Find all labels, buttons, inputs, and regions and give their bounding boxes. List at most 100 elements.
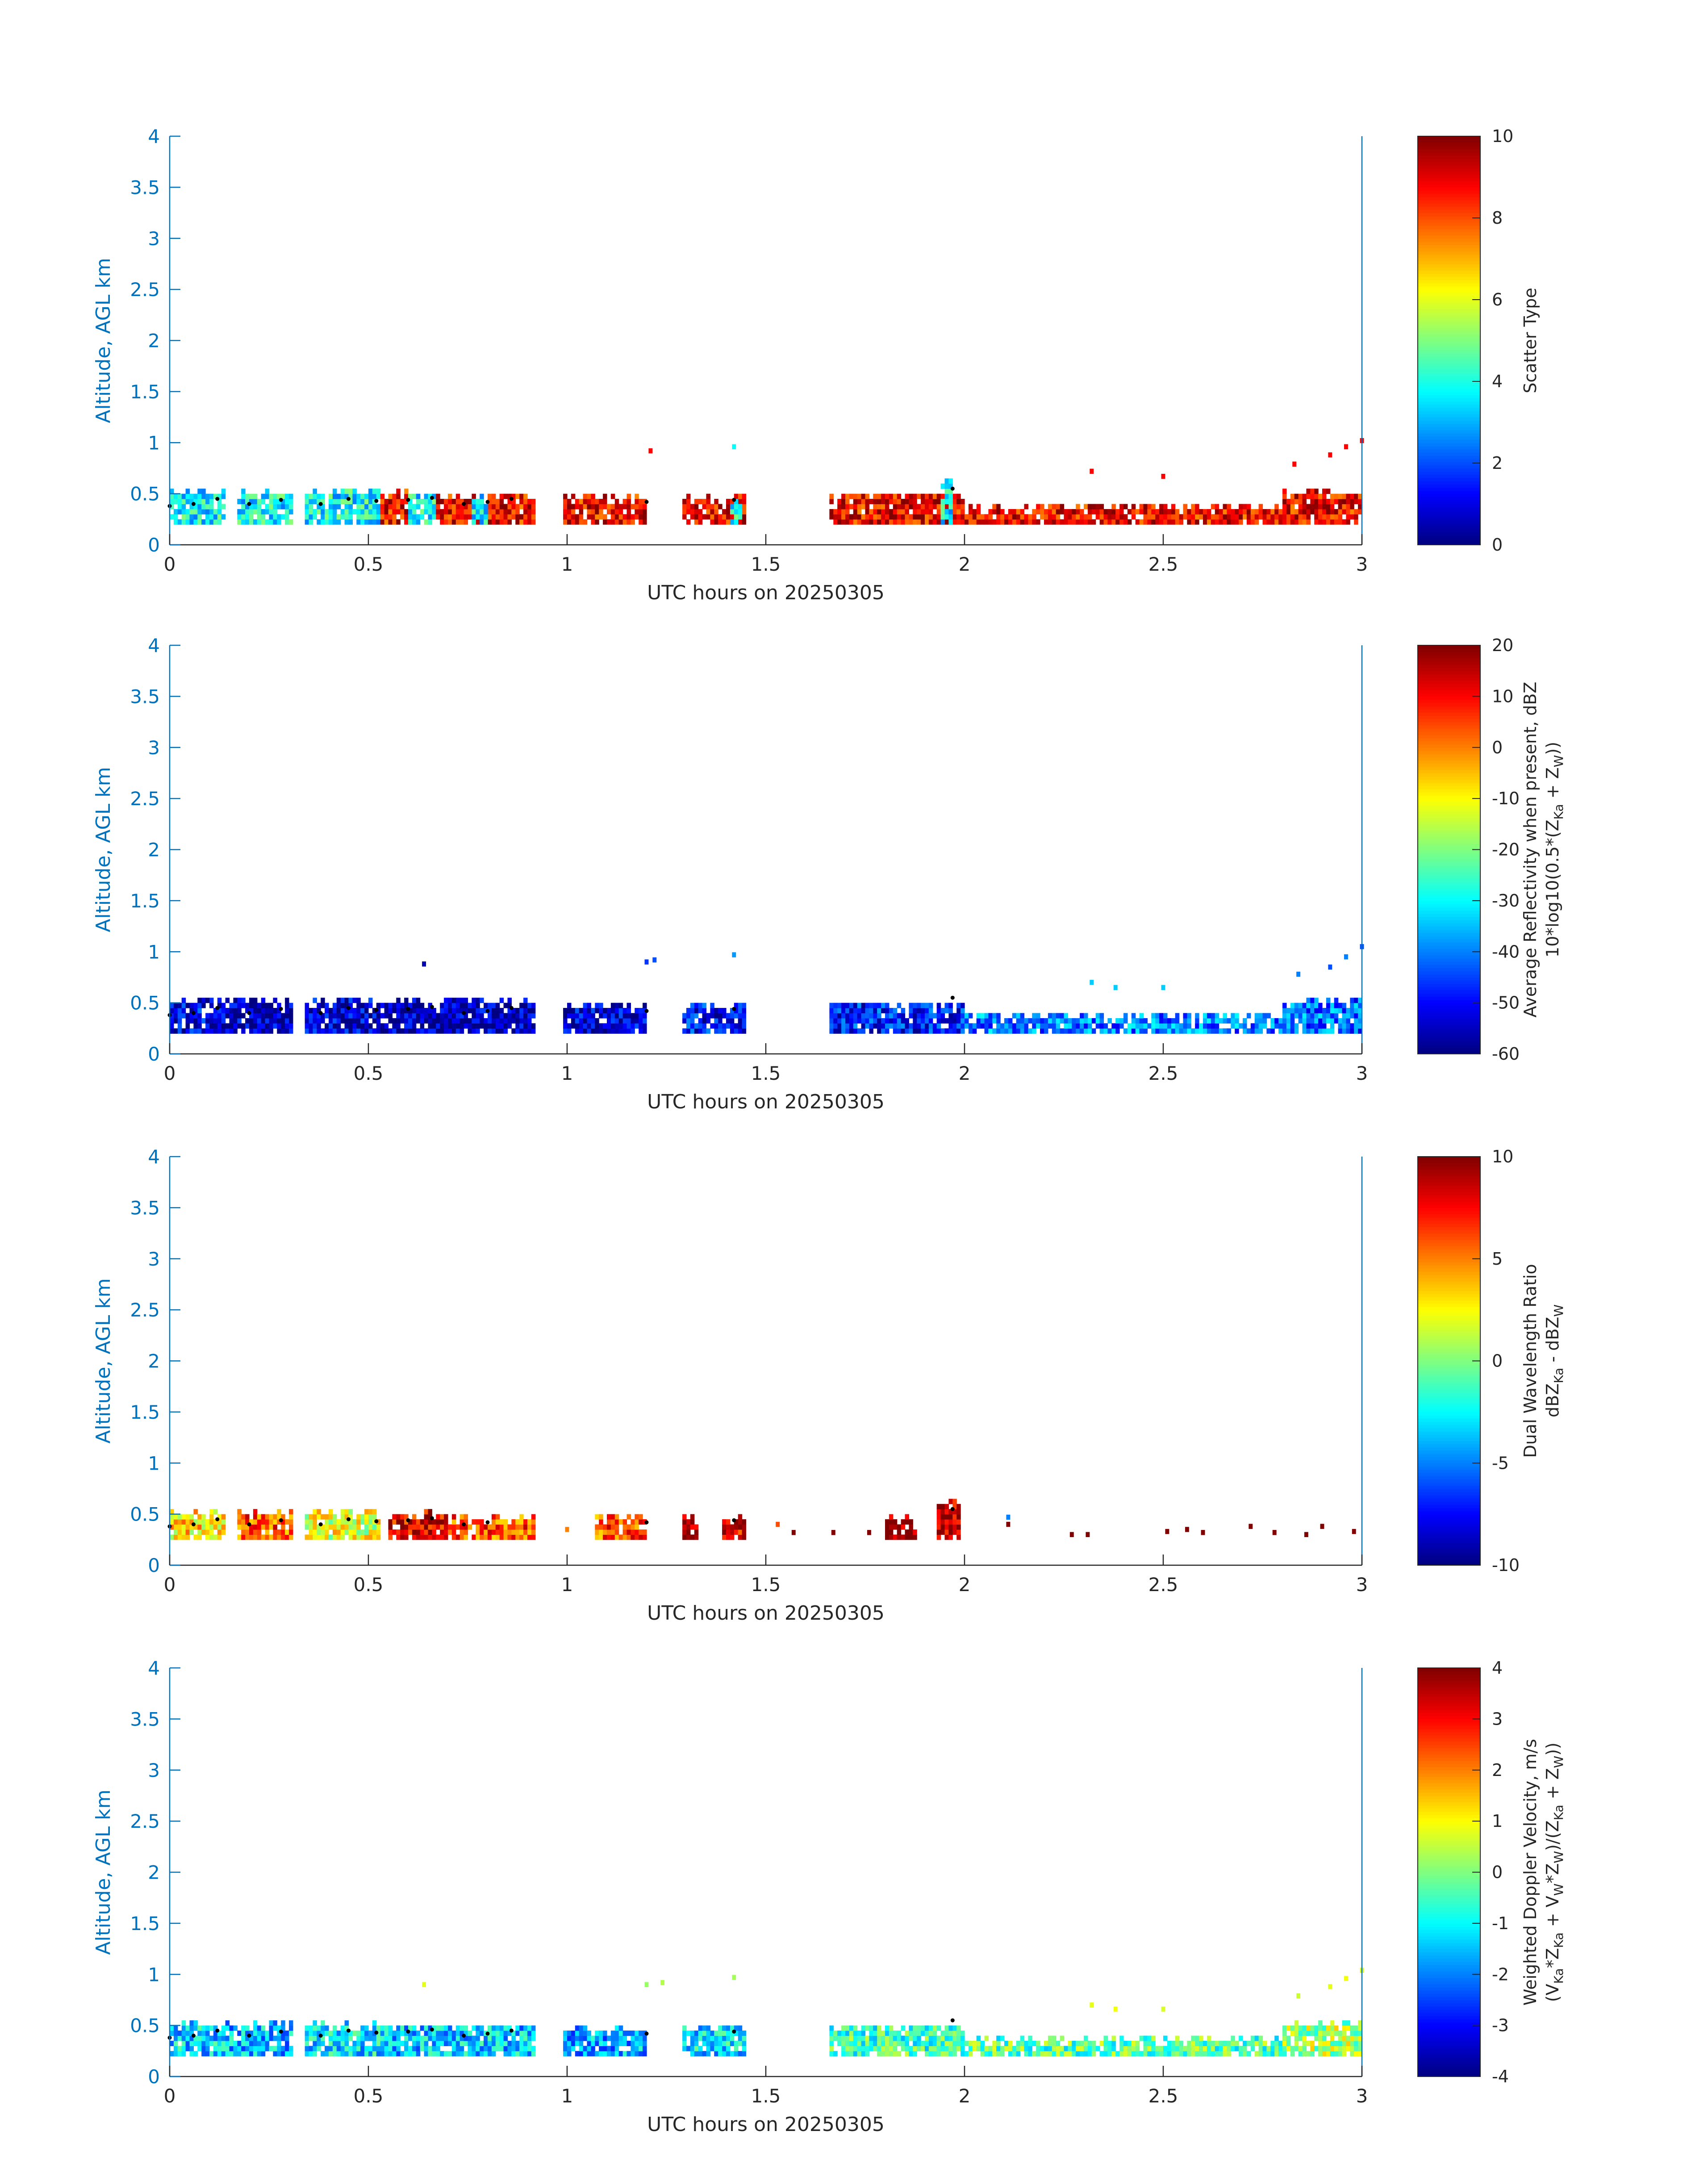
heatmap-cell (352, 2040, 357, 2046)
colorbar-swatch (1418, 500, 1480, 504)
heatmap-cell (1350, 1023, 1354, 1029)
marker-point (215, 1517, 220, 1521)
heatmap-cell (317, 2031, 321, 2036)
heatmap-cell (714, 1028, 718, 1034)
colorbar-swatch (1418, 376, 1480, 380)
heatmap-cell (730, 1524, 735, 1530)
heatmap-cell (992, 1018, 997, 1024)
heatmap-cell (499, 2035, 504, 2041)
heatmap-cell (1171, 2051, 1176, 2056)
heatmap-cell (881, 2051, 885, 2056)
heatmap-cell (507, 504, 512, 510)
marker-point (430, 1005, 434, 1009)
heatmap-cell (631, 1534, 635, 1540)
heatmap-cell (1231, 1013, 1235, 1019)
heatmap-cell (177, 1013, 182, 1019)
heatmap-cell (901, 1018, 906, 1024)
heatmap-cell (1143, 504, 1148, 510)
y-tick-label: 1 (148, 941, 160, 963)
heatmap-cell (980, 1013, 985, 1019)
heatmap-cell (241, 2031, 246, 2036)
heatmap-cell (913, 504, 917, 510)
heatmap-cell (897, 1018, 902, 1024)
heatmap-cell (1314, 1028, 1319, 1034)
heatmap-cell (905, 2040, 909, 2046)
heatmap-cell (464, 1003, 468, 1008)
heatmap-cell (277, 2035, 281, 2041)
heatmap-cell (575, 2040, 580, 2046)
heatmap-cell (436, 2035, 440, 2041)
heatmap-cell (189, 1519, 194, 1525)
heatmap-cell (1286, 499, 1291, 505)
heatmap-cell (404, 509, 409, 514)
colorbar-swatch (1418, 1881, 1480, 1885)
heatmap-cell (237, 1003, 242, 1008)
heatmap-cell (451, 1013, 456, 1019)
heatmap-cell (881, 2040, 885, 2046)
heatmap-cell (313, 489, 317, 494)
heatmap-cell (205, 1023, 210, 1029)
heatmap-cell (245, 2031, 250, 2036)
heatmap-cell (376, 2046, 381, 2052)
heatmap-cell (281, 2046, 285, 2052)
heatmap-cell (1306, 1023, 1311, 1029)
heatmap-cell (857, 1008, 862, 1014)
heatmap-cell (1227, 2040, 1231, 2046)
colorbar-swatch (1418, 668, 1480, 671)
heatmap-cell (193, 1003, 198, 1008)
heatmap-cell (1012, 514, 1017, 520)
heatmap-cell (984, 519, 989, 525)
heatmap-cell (1135, 2040, 1140, 2046)
heatmap-cell (1207, 1028, 1211, 1034)
heatmap-cell (253, 2051, 258, 2056)
colorbar-swatch (1418, 356, 1480, 360)
heatmap-cell (936, 1003, 941, 1008)
heatmap-cell (1199, 2040, 1203, 2046)
colorbar-swatch (1418, 1274, 1480, 1279)
heatmap-cell (185, 2025, 190, 2031)
heatmap-cell (988, 1018, 993, 1024)
heatmap-cell (714, 2051, 718, 2056)
heatmap-cell (837, 1018, 842, 1024)
heatmap-cell (464, 1018, 468, 1024)
heatmap-cell (1211, 1018, 1215, 1024)
heatmap-cell (472, 1519, 476, 1525)
heatmap-cell (396, 504, 401, 510)
heatmap-cell (603, 2040, 607, 2046)
colorbar-swatch (1418, 503, 1480, 507)
y-tick-label: 2 (148, 330, 160, 352)
heatmap-cell (925, 519, 929, 525)
heatmap-cell (305, 2040, 309, 2046)
colorbar-swatch (1418, 907, 1480, 911)
heatmap-cell (289, 1514, 293, 1520)
heatmap-cell (329, 2051, 333, 2056)
heatmap-cell (1338, 1023, 1343, 1029)
heatmap-cell (980, 514, 985, 520)
colorbar-swatch (1418, 1012, 1480, 1016)
heatmap-cell (1290, 504, 1295, 510)
heatmap-cell (313, 2025, 317, 2031)
heatmap-cell (626, 1534, 631, 1540)
heatmap-cell (459, 2035, 464, 2041)
heatmap-cell (193, 509, 198, 514)
heatmap-cell (1302, 1008, 1307, 1014)
heatmap-cell (428, 1514, 432, 1520)
heatmap-cell (1318, 504, 1323, 510)
heatmap-cell (1151, 2035, 1156, 2041)
heatmap-cell (1286, 1013, 1291, 1019)
heatmap-cell (1060, 519, 1065, 525)
heatmap-cell (309, 2031, 313, 2036)
heatmap-cell (1119, 519, 1124, 525)
heatmap-cell (1354, 2035, 1358, 2041)
heatmap-cell (913, 2031, 917, 2036)
heatmap-cell (424, 1514, 429, 1520)
heatmap-cell (996, 504, 1001, 510)
heatmap-cell (881, 1008, 885, 1014)
heatmap-cell (885, 1028, 889, 1034)
marker-point (950, 486, 955, 491)
heatmap-cell (1020, 519, 1025, 525)
y-tick-label: 2 (148, 1350, 160, 1372)
heatmap-cell (614, 2046, 619, 2052)
heatmap-cell (412, 2051, 417, 2056)
heatmap-cell (436, 2051, 440, 2056)
